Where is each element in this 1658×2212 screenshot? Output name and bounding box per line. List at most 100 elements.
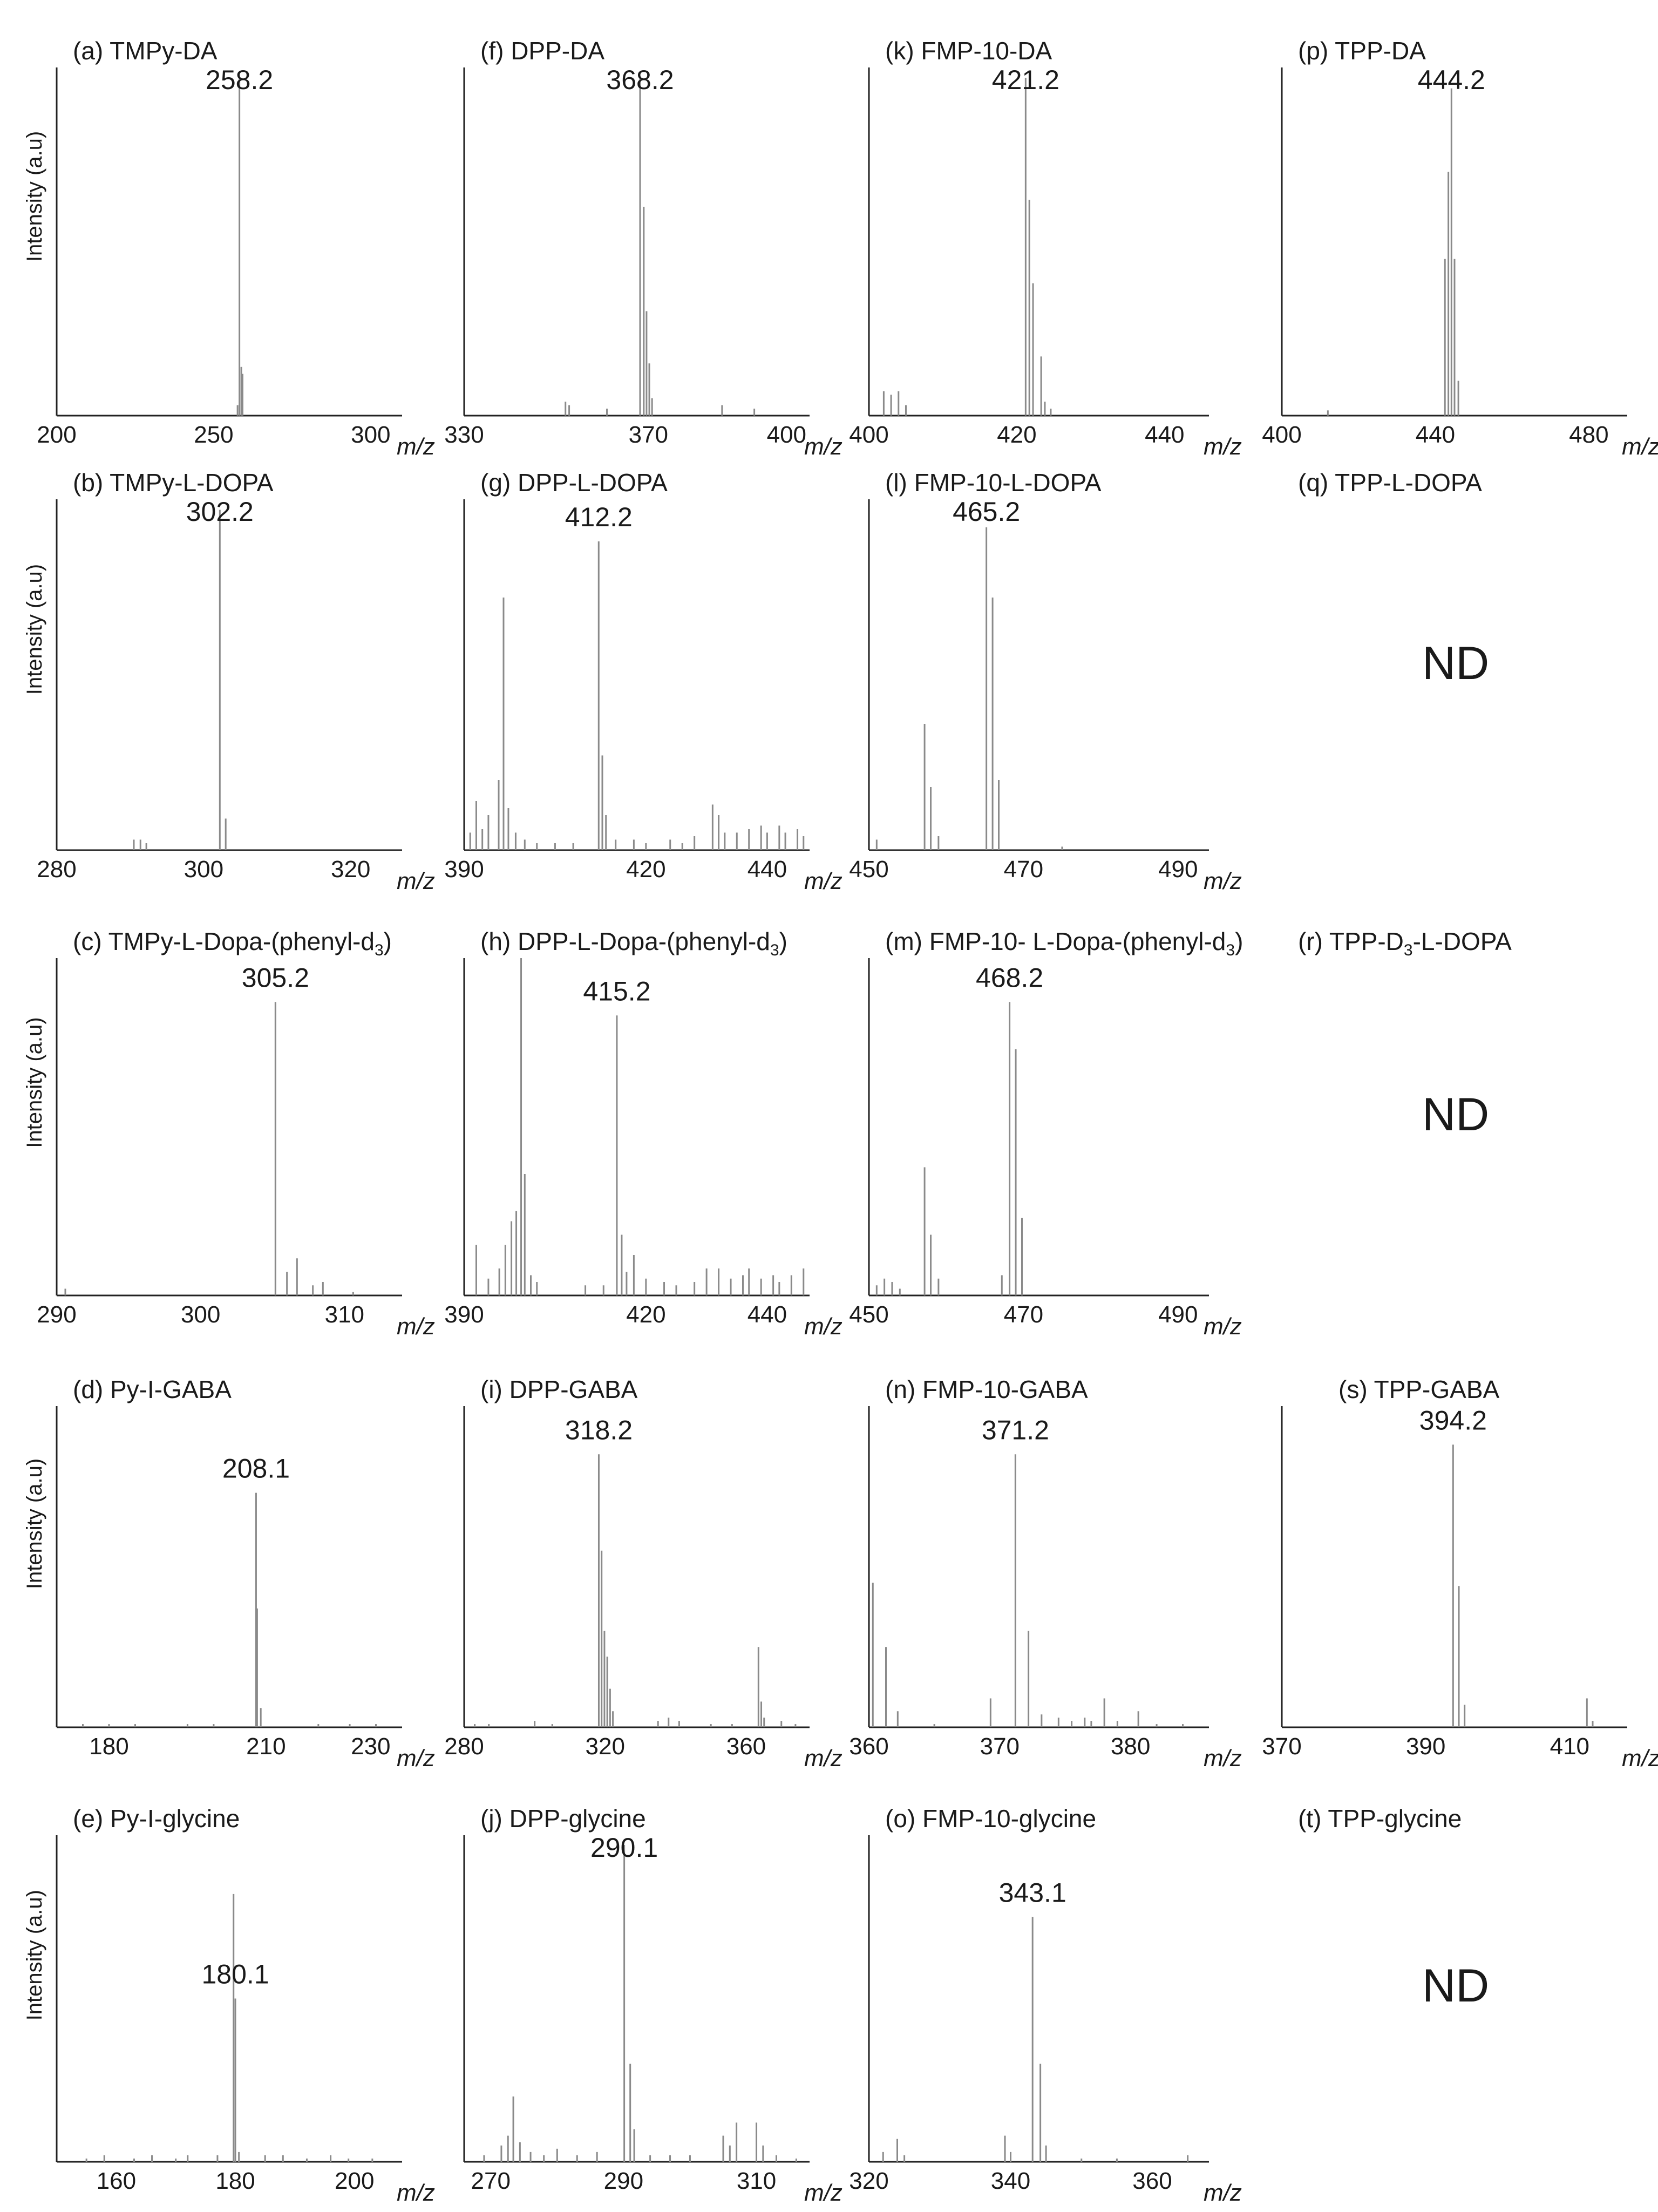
peak-label-b: 302.2 xyxy=(186,497,254,527)
panel-e: (e) Py-I-glycine Intensity (a.u) 180.1 160 1… xyxy=(23,1804,435,2206)
panel-title-n: (n) FMP-10-GABA xyxy=(885,1375,1088,1403)
not-detected-label-r: ND xyxy=(1422,1089,1489,1141)
x-tick-label-k-2: 440 xyxy=(1145,422,1184,448)
not-detected-label-t: ND xyxy=(1422,1960,1489,2012)
peak-label-e: 180.1 xyxy=(201,1959,269,1990)
panel-title-a: (a) TMPy-DA xyxy=(73,37,218,65)
x-tick-label-o-2: 360 xyxy=(1132,2168,1172,2194)
x-tick-label-g-2: 440 xyxy=(748,856,787,883)
peak-label-n: 371.2 xyxy=(982,1415,1049,1445)
x-tick-label-j-1: 290 xyxy=(604,2168,643,2194)
panel-i: (i) DPP-GABA 318.2 280 320 360 m/z xyxy=(444,1375,842,1772)
x-tick-label-d-2: 230 xyxy=(351,1733,390,1760)
x-tick-label-k-1: 420 xyxy=(997,422,1036,448)
x-tick-label-c-2: 310 xyxy=(325,1301,364,1328)
x-tick-label-d-1: 210 xyxy=(246,1733,286,1760)
peak-label-p: 444.2 xyxy=(1418,65,1485,95)
x-axis-unit-f: m/z xyxy=(804,433,842,460)
panel-h: (h) DPP-L-Dopa-(phenyl-d3) 415.2 390 420 440… xyxy=(444,927,842,1340)
x-tick-label-g-0: 390 xyxy=(444,856,484,883)
panel-title-f: (f) DPP-DA xyxy=(480,37,604,65)
x-axis-unit-j: m/z xyxy=(804,2180,842,2206)
x-tick-label-m-2: 490 xyxy=(1158,1301,1198,1328)
panel-title-b: (b) TMPy-L-DOPA xyxy=(73,469,274,497)
peak-label-d: 208.1 xyxy=(222,1454,290,1484)
x-tick-label-l-2: 490 xyxy=(1158,856,1198,883)
x-axis-unit-m: m/z xyxy=(1204,1313,1242,1340)
peak-label-a: 258.2 xyxy=(206,65,273,95)
peak-label-c: 305.2 xyxy=(242,962,309,993)
x-tick-label-k-0: 400 xyxy=(849,422,888,448)
panel-t: (t) TPP-glycine ND xyxy=(1298,1804,1489,2012)
x-axis-unit-c: m/z xyxy=(397,1313,435,1340)
panel-n: (n) FMP-10-GABA 371.2 360 370 380 m/z xyxy=(849,1375,1242,1772)
panel-m: (m) FMP-10- L-Dopa-(phenyl-d3)468.2 450 47… xyxy=(849,927,1243,1340)
x-tick-label-i-0: 280 xyxy=(444,1733,484,1760)
x-axis-unit-a: m/z xyxy=(397,433,435,460)
x-tick-label-p-1: 440 xyxy=(1416,422,1455,448)
x-axis-unit-n: m/z xyxy=(1204,1745,1242,1772)
peak-label-k: 421.2 xyxy=(992,65,1059,95)
x-tick-label-g-1: 420 xyxy=(626,856,665,883)
panel-title-m: (m) FMP-10- L-Dopa-(phenyl-d3) xyxy=(885,927,1243,959)
y-axis-label-d: Intensity (a.u) xyxy=(23,1458,46,1589)
peak-label-m: 468.2 xyxy=(976,962,1043,993)
x-tick-label-d-0: 180 xyxy=(89,1733,128,1760)
y-axis-label-e: Intensity (a.u) xyxy=(23,1890,46,2020)
peak-label-s: 394.2 xyxy=(1419,1405,1487,1435)
x-axis-unit-p: m/z xyxy=(1622,433,1658,460)
panel-title-k: (k) FMP-10-DA xyxy=(885,37,1052,65)
x-tick-label-s-0: 370 xyxy=(1262,1733,1301,1760)
panel-title-l: (l) FMP-10-L-DOPA xyxy=(885,469,1102,497)
x-axis-unit-o: m/z xyxy=(1204,2180,1242,2206)
x-tick-label-p-2: 480 xyxy=(1569,422,1608,448)
panel-title-q: (q) TPP-L-DOPA xyxy=(1298,469,1482,497)
peak-label-o: 343.1 xyxy=(999,1877,1066,1908)
x-tick-label-h-2: 440 xyxy=(748,1301,787,1328)
x-tick-label-j-2: 310 xyxy=(737,2168,776,2194)
x-tick-label-o-1: 340 xyxy=(991,2168,1030,2194)
panel-title-o: (o) FMP-10-glycine xyxy=(885,1804,1096,1833)
x-tick-label-f-2: 400 xyxy=(767,422,806,448)
panel-title-e: (e) Py-I-glycine xyxy=(73,1804,240,1833)
x-axis-unit-e: m/z xyxy=(397,2180,435,2206)
x-tick-label-j-0: 270 xyxy=(471,2168,511,2194)
panel-title-c: (c) TMPy-L-Dopa-(phenyl-d3) xyxy=(73,927,392,959)
not-detected-label-q: ND xyxy=(1422,637,1489,689)
x-tick-label-l-1: 470 xyxy=(1004,856,1043,883)
x-tick-label-h-0: 390 xyxy=(444,1301,484,1328)
panel-g: (g) DPP-L-DOPA 412.2 390 420 440 m/z xyxy=(444,469,842,894)
x-tick-label-s-2: 410 xyxy=(1550,1733,1589,1760)
x-tick-label-b-1: 300 xyxy=(184,856,223,883)
x-axis-unit-g: m/z xyxy=(804,868,842,894)
x-tick-label-a-1: 250 xyxy=(194,422,233,448)
panel-title-j: (j) DPP-glycine xyxy=(480,1804,646,1833)
x-tick-label-m-0: 450 xyxy=(849,1301,888,1328)
x-axis-unit-s: m/z xyxy=(1622,1745,1658,1772)
x-tick-label-p-0: 400 xyxy=(1262,422,1301,448)
x-tick-label-n-0: 360 xyxy=(849,1733,888,1760)
y-axis-label-b: Intensity (a.u) xyxy=(23,564,46,695)
panel-title-s: (s) TPP-GABA xyxy=(1338,1375,1500,1403)
x-tick-label-l-0: 450 xyxy=(849,856,888,883)
x-tick-label-b-2: 320 xyxy=(331,856,370,883)
x-axis-unit-l: m/z xyxy=(1204,868,1242,894)
x-tick-label-i-1: 320 xyxy=(586,1733,625,1760)
x-tick-label-a-0: 200 xyxy=(37,422,76,448)
panel-b: (b) TMPy-L-DOPA Intensity (a.u) 302.2 280 30… xyxy=(23,469,435,894)
x-tick-label-e-1: 180 xyxy=(215,2168,255,2194)
x-axis-unit-i: m/z xyxy=(804,1745,842,1772)
panel-d: (d) Py-I-GABA Intensity (a.u) 208.1 180 210 2… xyxy=(23,1375,435,1772)
y-axis-label-a: Intensity (a.u) xyxy=(23,131,46,262)
x-tick-label-b-0: 280 xyxy=(37,856,76,883)
x-tick-label-m-1: 470 xyxy=(1004,1301,1043,1328)
x-tick-label-e-0: 160 xyxy=(97,2168,136,2194)
peak-label-j: 290.1 xyxy=(590,1833,658,1863)
x-tick-label-c-0: 290 xyxy=(37,1301,76,1328)
panel-o: (o) FMP-10-glycine 343.1 320 340 360 m/z xyxy=(849,1804,1242,2206)
x-tick-label-n-1: 370 xyxy=(980,1733,1020,1760)
